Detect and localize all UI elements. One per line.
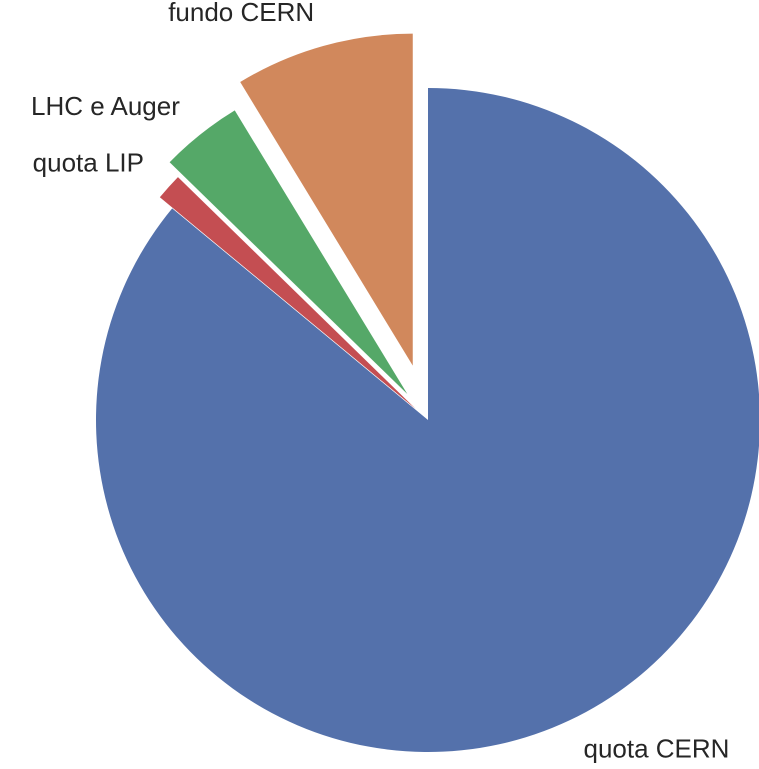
pie-slice xyxy=(240,33,413,366)
slice-label: quota CERN xyxy=(583,733,729,763)
slice-label: quota LIP xyxy=(33,148,144,178)
slice-label: fundo CERN xyxy=(168,0,314,27)
pie-slice xyxy=(169,110,408,395)
pie-slice xyxy=(159,177,416,409)
pie-slice xyxy=(96,88,759,752)
slice-label: LHC e Auger xyxy=(31,91,180,121)
